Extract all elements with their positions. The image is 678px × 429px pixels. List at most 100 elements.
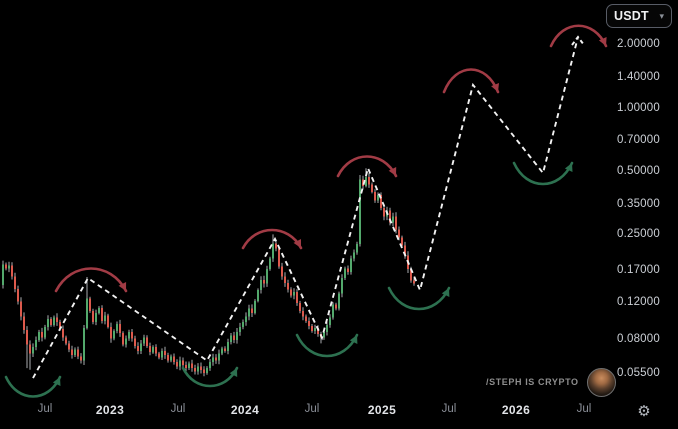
candle-body (50, 319, 52, 325)
candle-body (119, 323, 121, 334)
projection-path (32, 36, 579, 379)
candle-body (77, 349, 79, 357)
price-axis-label: 0.12000 (617, 295, 660, 308)
watermark: /STEPH IS CRYPTO (486, 366, 616, 398)
candle-body (197, 366, 199, 372)
candle-body (71, 349, 73, 355)
candle-body (293, 292, 295, 296)
candle-body (254, 300, 256, 313)
candle-body (44, 326, 46, 338)
candle-body (284, 276, 286, 283)
candle-body (218, 353, 220, 361)
candle-body (305, 316, 307, 321)
projection-arrowhead (571, 35, 585, 46)
price-axis-label: 1.00000 (617, 101, 660, 114)
time-axis-month-label: Jul (170, 403, 186, 415)
candle-body (143, 337, 145, 344)
candle-body (242, 322, 244, 327)
trend-arrowhead (564, 163, 573, 172)
candle-body (356, 244, 358, 253)
trend-arrowhead (293, 239, 301, 248)
price-axis[interactable]: 2.00000 1.40000 1.00000 0.70000 0.50000 0.350… (606, 0, 678, 398)
candle-body (128, 332, 130, 339)
trend-arrow-green (4, 375, 62, 398)
candle-body (176, 362, 178, 367)
candle-body (89, 298, 91, 312)
candle-body (377, 195, 379, 201)
candle-body (194, 368, 196, 372)
price-axis-label: 2.00000 (617, 38, 660, 50)
avatar (586, 367, 616, 397)
candle-body (329, 317, 331, 325)
candle-body (365, 177, 367, 186)
candle-body (116, 323, 118, 331)
candle-body (2, 264, 4, 285)
candle-body (245, 316, 247, 322)
candle-body (47, 319, 49, 327)
candle-body (395, 216, 397, 230)
candle-body (107, 315, 109, 327)
candle-body (17, 288, 19, 302)
trend-arrowhead (349, 335, 358, 344)
candle-body (149, 345, 151, 353)
candle-body (56, 317, 58, 322)
candle-body (230, 335, 232, 343)
candle-body (74, 349, 76, 355)
time-axis-month-label: Jul (441, 403, 457, 415)
candle-body (413, 280, 415, 284)
candle-body (5, 264, 7, 269)
trend-arrow-red (549, 24, 608, 48)
candle-body (167, 354, 169, 361)
symbol-dropdown[interactable]: USDT ▾ (606, 4, 672, 28)
candle-body (335, 304, 337, 309)
candle-body (350, 258, 352, 272)
candle-body (374, 191, 376, 201)
candle-body (152, 347, 154, 353)
price-axis-label: 1.40000 (617, 70, 660, 83)
candle-body (155, 347, 157, 354)
candle-body (278, 248, 280, 267)
candle-body (260, 279, 262, 291)
price-axis-label: 0.17000 (617, 263, 660, 276)
candle-body (275, 243, 277, 249)
candle-body (206, 368, 208, 373)
candle-body (299, 303, 301, 312)
candle-body (257, 290, 259, 301)
candle-body (368, 177, 370, 185)
trend-arrowhead (441, 288, 450, 297)
candle-body (341, 278, 343, 294)
candle-body (359, 179, 361, 245)
time-axis[interactable]: Jul 2023 Jul 2024 Jul 2025 Jul 2026 Jul (0, 398, 678, 429)
candle-body (236, 332, 238, 340)
candle-body (200, 366, 202, 370)
candle-body (182, 360, 184, 366)
candle-body (227, 342, 229, 351)
candle-body (59, 322, 61, 329)
candle-body (122, 333, 124, 345)
candle-body (191, 363, 193, 369)
candle-body (401, 237, 403, 246)
candle-body (251, 308, 253, 313)
time-axis-month-label: Jul (37, 403, 53, 415)
settings-icon[interactable]: ⚙ (637, 403, 651, 420)
candle-body (338, 293, 340, 309)
trend-arrowhead (118, 282, 127, 291)
candle-body (32, 347, 34, 354)
candle-body (92, 311, 94, 322)
chevron-down-icon: ▾ (659, 10, 664, 21)
time-axis-year-label: 2024 (230, 403, 260, 417)
price-axis-label: 0.70000 (617, 134, 660, 147)
candle-body (98, 307, 100, 313)
candle-body (404, 245, 406, 256)
candle-body (248, 308, 250, 317)
candle-body (29, 344, 31, 354)
trend-arrowhead (52, 377, 61, 386)
trend-arrowhead (598, 37, 607, 46)
candle-body (185, 365, 187, 369)
candle-body (80, 356, 82, 361)
time-axis-year-label: 2026 (501, 403, 531, 417)
candle-body (137, 345, 139, 351)
trend-arrow-red (241, 228, 303, 250)
